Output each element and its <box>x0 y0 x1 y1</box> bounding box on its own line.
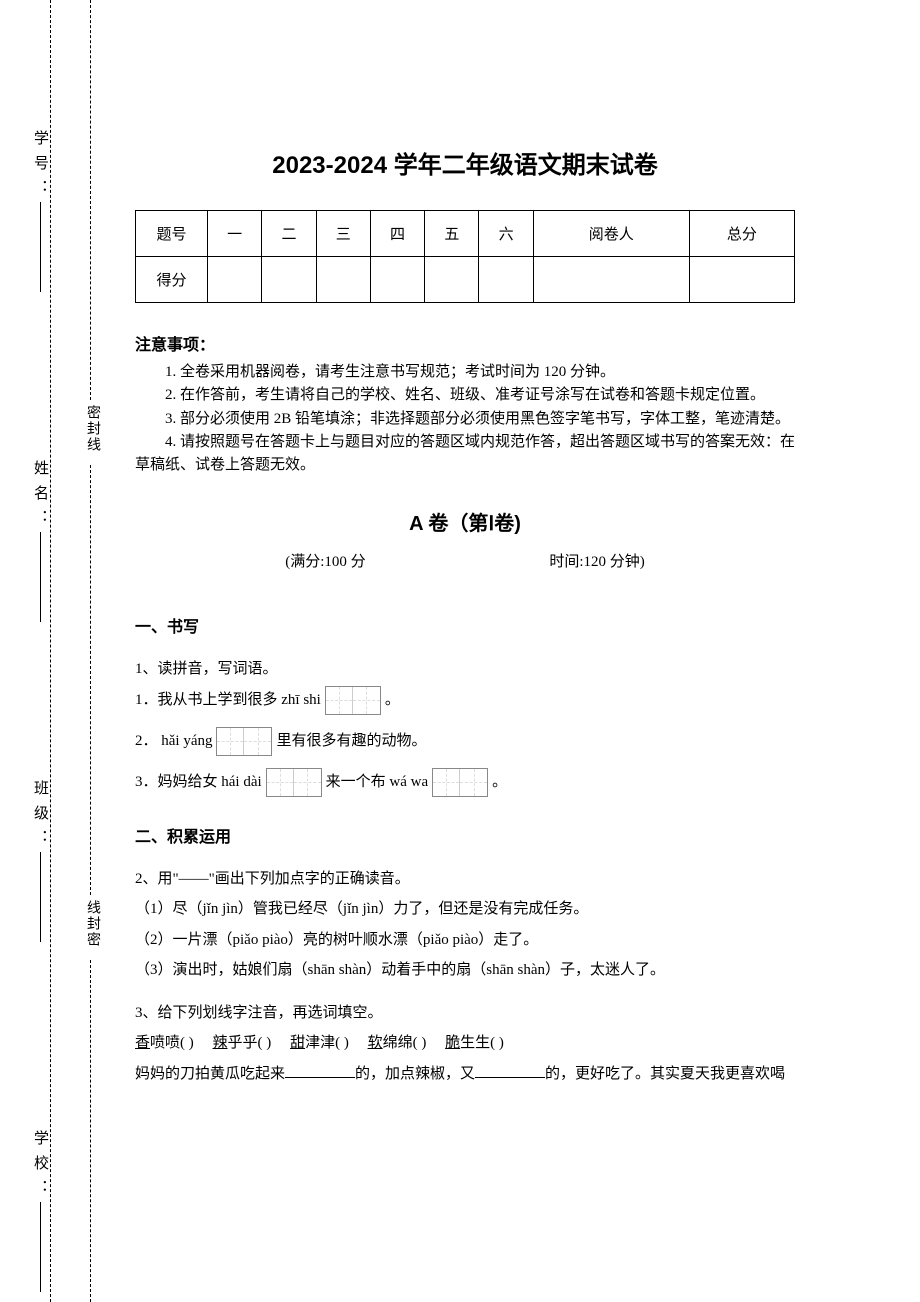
table-row: 得分 <box>136 257 795 303</box>
q1-line1: 1．我从书上学到很多 zhī shi 。 <box>135 686 795 715</box>
question-1: 1、读拼音，写词语。 1．我从书上学到很多 zhī shi 。 2． hǎi y… <box>135 655 795 797</box>
notice-item: 1. 全卷采用机器阅卷，请考生注意书写规范；考试时间为 120 分钟。 <box>135 361 795 384</box>
notice-body: 1. 全卷采用机器阅卷，请考生注意书写规范；考试时间为 120 分钟。 2. 在… <box>135 361 795 477</box>
col-5: 五 <box>425 211 479 257</box>
exam-time: 时间:120 分钟) <box>549 554 644 570</box>
score-cell <box>425 257 479 303</box>
col-2: 二 <box>262 211 316 257</box>
exam-title: 2023-2024 学年二年级语文期末试卷 <box>135 145 795 180</box>
q2-l3: （3）演出时，姑娘们扇（shān shàn）动着手中的扇（shān shàn）子… <box>135 956 795 985</box>
q1-header: 1、读拼音，写词语。 <box>135 655 795 684</box>
col-total: 总分 <box>689 211 794 257</box>
q1-l3c: 。 <box>492 768 507 797</box>
w2a: 辣 <box>213 1035 228 1051</box>
table-row: 题号 一 二 三 四 五 六 阅卷人 总分 <box>136 211 795 257</box>
q1-l3b: 来一个布 wá wa <box>326 768 428 797</box>
section-1-title: 一、书写 <box>135 613 795 637</box>
student-id-label-group: 学 号 ： <box>30 130 51 292</box>
school-label: 学 校 ： <box>30 1130 51 1198</box>
q1-line3: 3．妈妈给女 hái dài 来一个布 wá wa 。 <box>135 768 795 797</box>
seal-dash-top <box>90 0 91 400</box>
q2-header: 2、用"——"画出下列加点字的正确读音。 <box>135 865 795 894</box>
blank <box>285 1063 355 1078</box>
row-score-label: 得分 <box>136 257 208 303</box>
class-line <box>40 852 41 942</box>
pinyin-grid <box>325 686 381 715</box>
notice-item: 4. 请按照题号在答题卡上与题目对应的答题区域内规范作答，超出答题区域书写的答案… <box>135 431 795 478</box>
q1-l1b: 。 <box>385 686 400 715</box>
seal-dash-mid <box>90 465 91 895</box>
score-cell <box>208 257 262 303</box>
notice-item: 3. 部分必须使用 2B 铅笔填涂；非选择题部分必须使用黑色签字笔书写，字体工整… <box>135 408 795 431</box>
notice-item: 2. 在作答前，考生请将自己的学校、姓名、班级、准考证号涂写在试卷和答题卡规定位… <box>135 384 795 407</box>
score-cell <box>370 257 424 303</box>
col-grader: 阅卷人 <box>533 211 689 257</box>
notice-title: 注意事项： <box>135 331 795 355</box>
seal-label-bottom: 线封密 <box>82 900 102 948</box>
w1b: 喷喷( ) <box>150 1035 194 1051</box>
section-2-title: 二、积累运用 <box>135 823 795 847</box>
q3-sc: 的，更好吃了。其实夏天我更喜欢喝 <box>545 1066 785 1082</box>
volume-sub: (满分:100 分 时间:120 分钟) <box>135 550 795 571</box>
col-6: 六 <box>479 211 533 257</box>
binding-margin: 学 号 ： 姓 名 ： 班 级 ： 学 校 ： 密封线 线封密 <box>0 0 100 1302</box>
score-cell <box>479 257 533 303</box>
class-label-group: 班 级 ： <box>30 780 51 942</box>
name-label-group: 姓 名 ： <box>30 460 51 622</box>
w1a: 香 <box>135 1035 150 1051</box>
student-id-line <box>40 202 41 292</box>
q3-sb: 的，加点辣椒，又 <box>355 1066 475 1082</box>
w3b: 津津( ) <box>305 1035 349 1051</box>
student-id-label: 学 号 ： <box>30 130 51 198</box>
col-4: 四 <box>370 211 424 257</box>
volume-title: A 卷（第Ⅰ卷) <box>135 507 795 536</box>
q1-l2b: 里有很多有趣的动物。 <box>276 727 426 756</box>
school-line <box>40 1202 41 1292</box>
score-cell <box>689 257 794 303</box>
q3-header: 3、给下列划线字注音，再选词填空。 <box>135 999 795 1028</box>
full-score: (满分:100 分 <box>285 554 365 570</box>
question-3: 3、给下列划线字注音，再选词填空。 香喷喷( ) 辣乎乎( ) 甜津津( ) 软… <box>135 999 795 1089</box>
w3a: 甜 <box>290 1035 305 1051</box>
pinyin-grid <box>266 768 322 797</box>
q3-sa: 妈妈的刀拍黄瓜吃起来 <box>135 1066 285 1082</box>
q3-words: 香喷喷( ) 辣乎乎( ) 甜津津( ) 软绵绵( ) 脆生生( ) <box>135 1029 795 1058</box>
score-cell <box>316 257 370 303</box>
blank <box>475 1063 545 1078</box>
col-header-qnum: 题号 <box>136 211 208 257</box>
seal-dash-bottom <box>90 960 91 1302</box>
score-cell <box>262 257 316 303</box>
q2-l1: （1）尽（jǐn jìn）管我已经尽（jǐn jìn）力了，但还是没有完成任务。 <box>135 895 795 924</box>
pinyin-grid <box>216 727 272 756</box>
question-2: 2、用"——"画出下列加点字的正确读音。 （1）尽（jǐn jìn）管我已经尽（… <box>135 865 795 985</box>
main-content: 2023-2024 学年二年级语文期末试卷 题号 一 二 三 四 五 六 阅卷人… <box>135 145 795 1102</box>
seal-label-top: 密封线 <box>82 405 102 453</box>
q1-l2a: 2． hǎi yáng <box>135 727 212 756</box>
school-label-group: 学 校 ： <box>30 1130 51 1292</box>
w2b: 乎乎( ) <box>228 1035 272 1051</box>
q1-line2: 2． hǎi yáng 里有很多有趣的动物。 <box>135 727 795 756</box>
col-1: 一 <box>208 211 262 257</box>
pinyin-grid <box>432 768 488 797</box>
w4a: 软 <box>368 1035 383 1051</box>
q1-l1a: 1．我从书上学到很多 zhī shi <box>135 686 321 715</box>
q3-sentence: 妈妈的刀拍黄瓜吃起来 的，加点辣椒，又 的，更好吃了。其实夏天我更喜欢喝 <box>135 1060 795 1089</box>
w5a: 脆 <box>445 1035 460 1051</box>
score-table: 题号 一 二 三 四 五 六 阅卷人 总分 得分 <box>135 210 795 303</box>
q2-l2: （2）一片漂（piǎo piào）亮的树叶顺水漂（piǎo piào）走了。 <box>135 926 795 955</box>
col-3: 三 <box>316 211 370 257</box>
name-line <box>40 532 41 622</box>
class-label: 班 级 ： <box>30 780 51 848</box>
w5b: 生生( ) <box>460 1035 504 1051</box>
name-label: 姓 名 ： <box>30 460 51 528</box>
q1-l3a: 3．妈妈给女 hái dài <box>135 768 262 797</box>
score-cell <box>533 257 689 303</box>
w4b: 绵绵( ) <box>383 1035 427 1051</box>
